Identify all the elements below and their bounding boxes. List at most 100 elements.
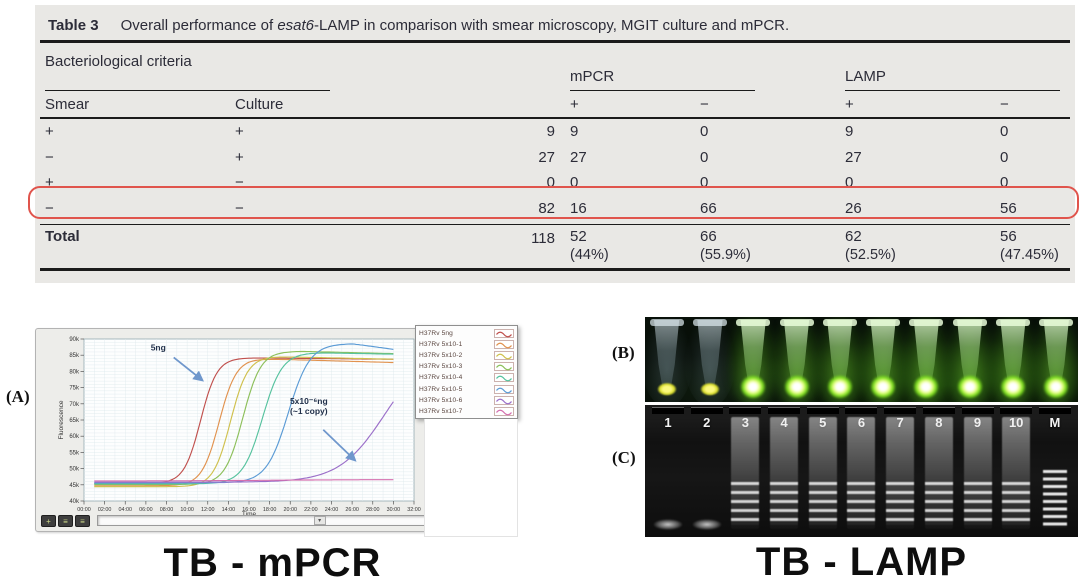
table-row: − +27 27 0 27 0	[45, 145, 1065, 171]
mpcr-pos-cell: 9	[570, 123, 579, 141]
table-caption: Table 3 Overall performance of esat6-LAMP…	[48, 17, 789, 34]
y-axis-title: Fluorescence	[58, 400, 65, 439]
series-curve	[94, 350, 394, 486]
total-mpcr-pos-pct: (44%)	[570, 247, 609, 263]
lamp-neg-cell: 0	[1000, 123, 1009, 141]
annotation-arrow	[322, 429, 357, 462]
sample-tube	[645, 317, 693, 402]
series-curve	[94, 479, 394, 482]
y-tick-label: 85k	[69, 353, 80, 359]
x-tick-label: 30:00	[387, 507, 401, 513]
annotation-arrow	[173, 356, 205, 382]
y-tick-label: 75k	[69, 386, 80, 392]
culture-cell: −	[235, 174, 244, 192]
lamp-neg-cell: 56	[1000, 199, 1017, 217]
smear-cell: −	[45, 199, 54, 217]
lane-bands	[847, 481, 876, 526]
smear-cell: −	[45, 148, 54, 166]
gel-lanes-row: 1 2 345678910 M	[645, 405, 1078, 537]
amplification-chart: 40k 45k 50k 55k 60k 65k 70k 75k 80k 85k 90k 00:00 02…	[58, 337, 421, 516]
chart-annotation: 5ng	[151, 342, 166, 352]
tube-rim	[779, 319, 814, 326]
panel-b-label: (B)	[612, 343, 635, 362]
primer-dimer-band	[653, 519, 683, 530]
tube-glow	[783, 372, 810, 399]
sample-tube	[683, 317, 736, 402]
table-number: Table 3	[48, 17, 99, 34]
gel-lane: 5	[806, 405, 840, 537]
n-cell: 9	[546, 123, 555, 141]
graph-zoom-tool-icon[interactable]: ≡	[58, 514, 73, 527]
sample-tube	[1030, 317, 1078, 402]
mpcr-pos-cell: 0	[570, 174, 579, 192]
table-bottom-rule	[40, 268, 1070, 271]
total-mpcr-neg-n: 66	[700, 228, 717, 245]
gel-lane: 3	[728, 405, 762, 537]
gel-well	[729, 408, 762, 414]
gel-well	[1038, 408, 1071, 414]
legend-wave-swatch	[494, 373, 514, 383]
gel-lane: 7	[883, 405, 917, 537]
smear-cell: +	[45, 174, 54, 192]
legend-wave-swatch	[494, 329, 514, 339]
tubes-row	[645, 317, 1078, 402]
tube-glow	[1043, 372, 1070, 399]
x-tick-label: 06:00	[139, 507, 153, 513]
tube-glow	[699, 379, 720, 396]
total-mpcr-pos: 52 (44%)	[555, 228, 700, 268]
series-curve	[94, 358, 394, 487]
sample-tube	[943, 317, 996, 402]
gel-lane: 6	[844, 405, 878, 537]
x-tick-label: 32:00	[407, 507, 421, 513]
y-tick-label: 65k	[69, 418, 80, 424]
culture-cell: +	[235, 148, 244, 166]
legend-entry: H37Rv 5x10-5	[419, 383, 514, 394]
sub-header-row: Smear Culture + − + −	[45, 93, 1065, 115]
y-tick-label: 50k	[69, 467, 80, 473]
lamp-pos-cell: 27	[845, 148, 862, 166]
x-tick-label: 24:00	[325, 507, 339, 513]
legend-wave-swatch	[494, 351, 514, 361]
legend-wave-swatch	[494, 406, 514, 416]
tube-glow	[740, 372, 767, 399]
n-cell: 27	[538, 148, 555, 166]
tube-rim	[909, 319, 944, 326]
lamp-label: LAMP	[845, 68, 886, 85]
culture-header: Culture	[235, 95, 284, 113]
x-tick-label: 04:00	[119, 507, 133, 513]
tube-rim	[996, 319, 1031, 326]
x-axis-title: Time	[242, 511, 257, 516]
sample-tube	[813, 317, 866, 402]
mpcr-minus-header: −	[700, 95, 709, 113]
tube-glow	[1000, 372, 1027, 399]
performance-table: Table 3 Overall performance of esat6-LAMP…	[28, 5, 1079, 283]
caption-text-pre: Overall performance of	[120, 17, 278, 34]
sample-tube	[770, 317, 823, 402]
caption-gene-name: esat6	[277, 17, 315, 34]
primer-dimer-band	[691, 519, 722, 530]
lamp-neg-cell: 0	[1000, 174, 1009, 192]
mpcr-caption: TB - mPCR	[163, 541, 382, 585]
tube-glow	[870, 372, 897, 399]
sample-tube	[900, 317, 953, 402]
lane-label: M	[1049, 415, 1061, 430]
panel-c-label: (C)	[612, 448, 636, 467]
mpcr-plus-header: +	[570, 95, 579, 113]
chart-annotation: 5x10⁻⁶ng (~1 copy)	[290, 396, 328, 416]
total-lamp-neg: 56 (47.45%)	[1000, 228, 1065, 268]
x-tick-label: 28:00	[366, 507, 380, 513]
table-row: + −0 0 0 0 0	[45, 170, 1065, 196]
gel-well	[652, 408, 684, 414]
legend-wave-swatch	[494, 395, 514, 405]
total-mpcr-neg-pct: (55.9%)	[700, 247, 751, 263]
total-lamp-neg-pct: (47.45%)	[1000, 247, 1059, 263]
x-tick-label: 26:00	[345, 507, 359, 513]
graph-cursor-tool-icon[interactable]: +	[41, 514, 56, 527]
x-tick-label: 08:00	[160, 507, 174, 513]
lamp-caption: TB - LAMP	[755, 540, 968, 584]
scrollbar-mid-button[interactable]: ▾	[313, 516, 326, 525]
graph-pan-tool-icon[interactable]: ≡	[75, 514, 90, 527]
gel-lane: 9	[961, 405, 995, 537]
group-header-row: Bacteriological criteria mPCR LAMP	[45, 47, 1065, 91]
gel-well	[884, 408, 917, 414]
